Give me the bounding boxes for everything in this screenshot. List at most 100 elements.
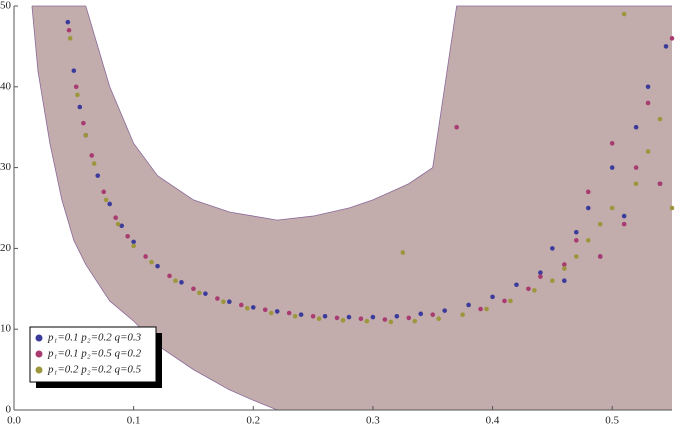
data-point xyxy=(466,302,471,308)
data-point xyxy=(358,316,364,321)
data-point xyxy=(460,312,465,317)
data-point xyxy=(370,314,376,320)
data-point xyxy=(609,165,615,170)
x-tick-label: 0.1 xyxy=(127,415,141,427)
data-point xyxy=(633,181,639,187)
data-point xyxy=(346,314,352,320)
data-point xyxy=(573,238,579,243)
data-point xyxy=(484,306,489,312)
band-area xyxy=(31,6,673,410)
y-tick-label: 40 xyxy=(0,80,12,92)
data-point xyxy=(75,92,80,98)
data-point xyxy=(340,318,346,323)
data-point xyxy=(167,273,172,279)
data-point xyxy=(149,259,154,265)
y-tick-label: 10 xyxy=(0,323,12,335)
data-point xyxy=(430,312,436,317)
legend-marker xyxy=(35,350,43,358)
data-point xyxy=(244,305,250,311)
data-point xyxy=(609,141,615,146)
data-point xyxy=(621,11,627,17)
data-point xyxy=(657,116,663,122)
data-point xyxy=(562,278,567,284)
data-point xyxy=(239,302,244,308)
data-point xyxy=(669,205,675,211)
data-point xyxy=(66,27,72,33)
legend-label: p₁=0.1 p₂=0.5 q=0.2 xyxy=(47,348,142,360)
data-point xyxy=(131,239,136,245)
data-point xyxy=(119,223,124,229)
data-point xyxy=(310,313,316,319)
data-point xyxy=(77,104,83,110)
data-point xyxy=(585,205,591,211)
data-point xyxy=(286,310,292,316)
data-point xyxy=(179,280,184,285)
data-point xyxy=(538,270,543,275)
data-point xyxy=(394,313,400,319)
data-point xyxy=(131,243,136,249)
data-point xyxy=(67,36,73,41)
data-point xyxy=(83,132,89,138)
data-point xyxy=(227,299,232,305)
data-point xyxy=(436,316,442,321)
data-point xyxy=(657,181,663,187)
data-point xyxy=(203,291,208,296)
data-point xyxy=(669,36,675,41)
x-tick-label: 0.3 xyxy=(366,415,380,427)
x-tick-label: 0.0 xyxy=(7,415,21,427)
data-point xyxy=(442,308,447,313)
data-point xyxy=(508,298,513,304)
data-point xyxy=(143,254,148,259)
data-point xyxy=(268,310,274,316)
data-point xyxy=(550,278,555,284)
data-point xyxy=(633,165,639,170)
data-point xyxy=(645,149,651,154)
y-tick-label: 50 xyxy=(0,0,12,12)
data-point xyxy=(274,309,280,314)
data-point xyxy=(125,233,130,239)
data-point xyxy=(113,215,118,220)
data-point xyxy=(585,189,591,195)
data-point xyxy=(573,229,579,235)
data-point xyxy=(454,124,459,130)
data-point xyxy=(191,286,196,292)
legend: p₁=0.1 p₂=0.2 q=0.3 p₁=0.1 p₂=0.5 q=0.2 p₁… xyxy=(29,326,162,388)
data-point xyxy=(562,262,567,267)
data-point xyxy=(221,299,226,305)
data-point xyxy=(71,68,77,73)
data-point xyxy=(526,286,531,292)
data-point xyxy=(103,197,109,203)
data-point xyxy=(89,153,95,158)
data-point xyxy=(316,316,322,321)
data-point xyxy=(621,213,627,219)
data-point xyxy=(412,318,418,324)
y-tick-label: 30 xyxy=(0,161,12,173)
legend-marker xyxy=(35,334,43,342)
data-point xyxy=(388,319,394,325)
data-point xyxy=(645,100,651,106)
data-point xyxy=(663,44,669,49)
data-point xyxy=(532,288,537,293)
data-point xyxy=(322,313,328,319)
x-tick-label: 0.5 xyxy=(605,415,619,427)
data-point xyxy=(514,282,519,288)
data-point xyxy=(107,201,113,207)
data-point xyxy=(298,312,304,317)
legend-label: p₁=0.1 p₂=0.2 q=0.3 xyxy=(47,332,142,344)
data-point xyxy=(597,221,603,227)
data-point xyxy=(73,84,79,90)
data-point xyxy=(115,221,121,227)
data-point xyxy=(155,263,160,269)
data-point xyxy=(597,254,603,259)
data-point xyxy=(562,266,567,271)
data-point xyxy=(585,238,591,243)
legend-label: p₁=0.2 p₂=0.2 q=0.5 xyxy=(47,364,142,376)
data-point xyxy=(645,84,651,90)
band-upper-edge xyxy=(31,5,672,221)
data-point xyxy=(609,205,615,211)
data-point xyxy=(633,124,639,130)
data-point xyxy=(65,19,71,25)
data-point xyxy=(364,318,370,324)
